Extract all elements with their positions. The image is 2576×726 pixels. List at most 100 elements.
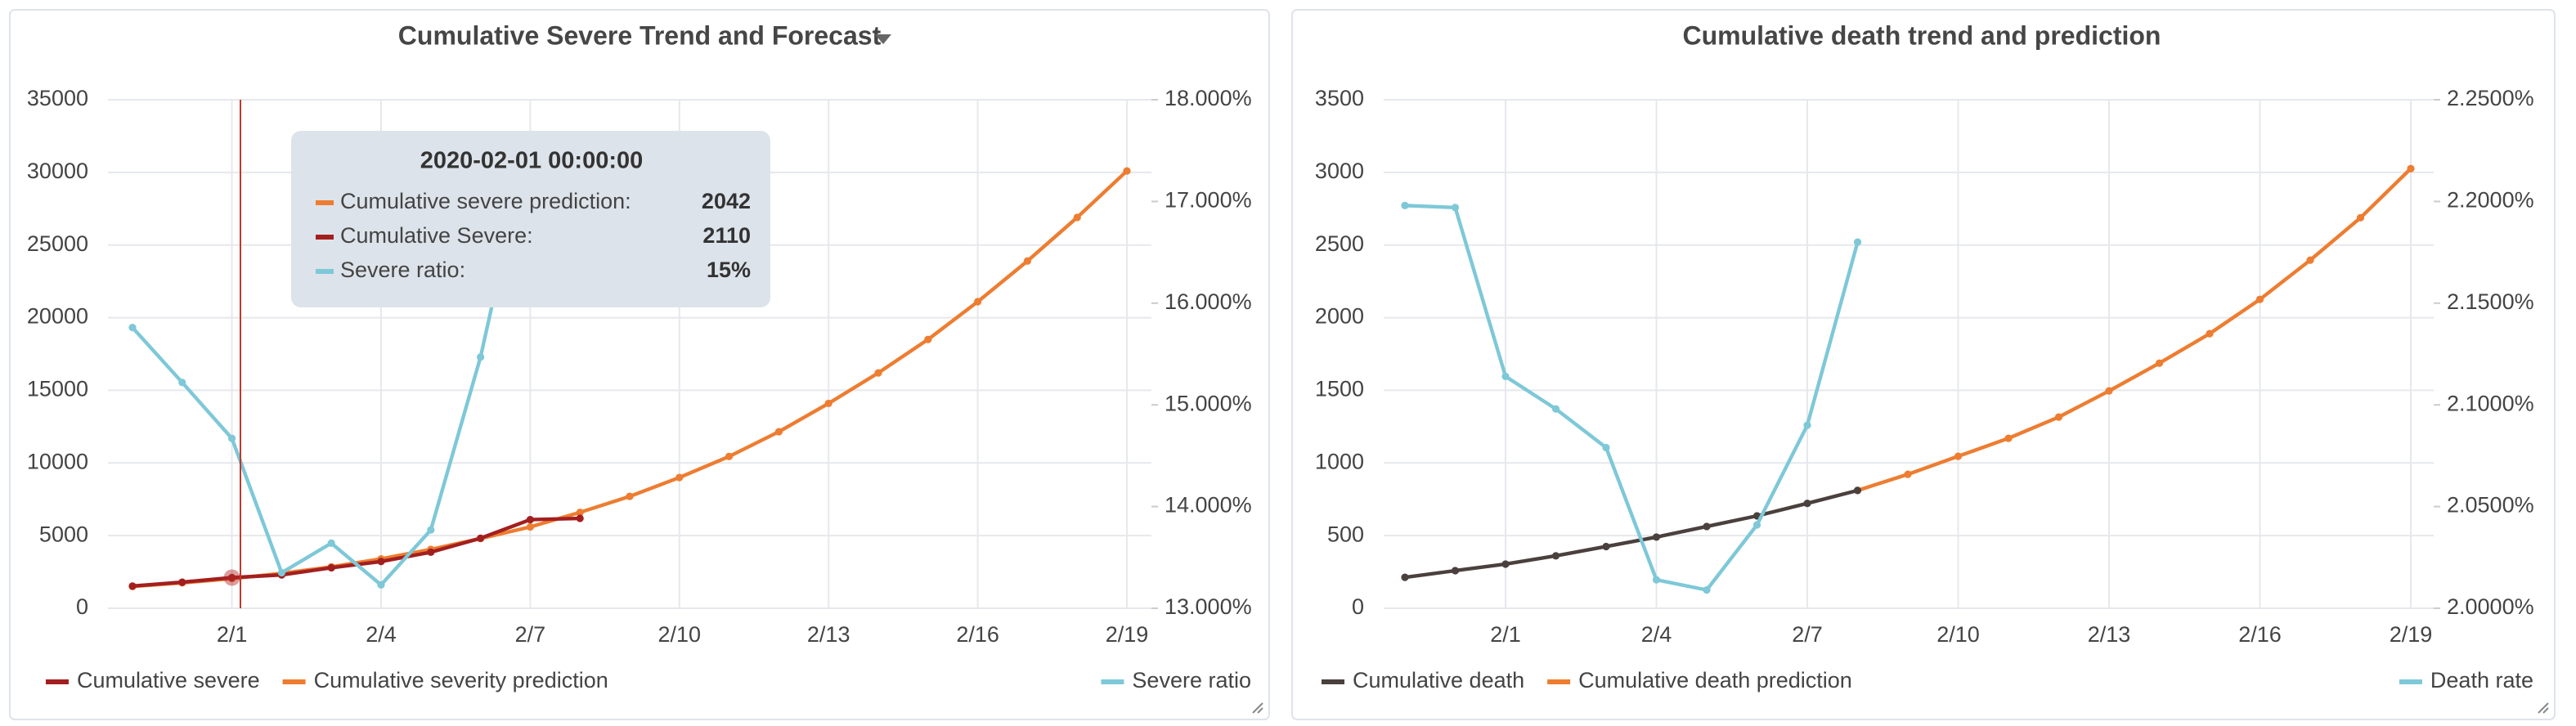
chart-title: Cumulative Severe Trend and Forecast xyxy=(398,20,882,50)
point xyxy=(178,578,186,586)
x-tick-label: 2/7 xyxy=(1792,622,1823,647)
point xyxy=(2407,164,2415,173)
legend-swatch xyxy=(1322,679,1344,684)
x-tick-label: 2/13 xyxy=(2088,622,2131,647)
point xyxy=(277,568,285,577)
point xyxy=(924,335,932,343)
y2-tick-label: 14.000% xyxy=(1165,493,1252,518)
x-tick-label: 2/4 xyxy=(366,622,397,647)
resize-handle[interactable] xyxy=(2538,702,2549,714)
legend-label: Cumulative severe xyxy=(77,668,260,692)
y-tick-label: 35000 xyxy=(27,86,88,110)
y2-tick-label: 13.000% xyxy=(1165,594,1252,619)
point xyxy=(2004,434,2013,442)
point xyxy=(377,558,385,566)
point xyxy=(128,324,137,332)
tooltip-value: 2110 xyxy=(702,223,751,248)
point xyxy=(1451,567,1460,575)
legend-swatch xyxy=(1547,679,1571,684)
tooltip-name: Cumulative severe prediction: xyxy=(340,189,631,213)
tooltip-box xyxy=(291,131,770,307)
x-tick-label: 2/13 xyxy=(807,622,850,647)
chart-title: Cumulative death trend and prediction xyxy=(1683,20,2161,50)
point xyxy=(2206,329,2214,338)
y-tick-label: 30000 xyxy=(27,159,88,183)
point xyxy=(128,582,137,590)
hover-halo xyxy=(223,569,240,586)
y2-tick-label: 2.2000% xyxy=(2447,188,2534,213)
point xyxy=(774,428,783,436)
y-tick-label: 25000 xyxy=(27,231,88,256)
point xyxy=(576,514,584,522)
y-tick-label: 1500 xyxy=(1315,377,1364,401)
panel xyxy=(9,9,1270,720)
point xyxy=(427,548,435,557)
point xyxy=(576,509,584,517)
point xyxy=(675,473,684,482)
point xyxy=(2356,213,2365,222)
point xyxy=(228,434,236,442)
point xyxy=(1551,405,1560,413)
point xyxy=(327,539,335,547)
point xyxy=(1501,372,1510,380)
x-tick-label: 2/19 xyxy=(2390,622,2433,647)
point xyxy=(1752,521,1761,529)
point xyxy=(526,515,535,524)
point xyxy=(377,580,385,589)
dropdown-caret[interactable] xyxy=(875,34,891,44)
resize-handle[interactable] xyxy=(1252,702,1263,714)
point xyxy=(1904,470,1912,478)
point xyxy=(2054,413,2063,421)
legend-label: Cumulative death xyxy=(1353,668,1524,692)
point xyxy=(1401,201,1409,209)
y-tick-label: 20000 xyxy=(27,304,88,329)
panel xyxy=(1291,9,2556,720)
point xyxy=(2105,387,2113,395)
tooltip-swatch xyxy=(316,235,334,240)
tooltip-swatch xyxy=(316,269,334,274)
legend-label: Death rate xyxy=(2430,668,2533,692)
y2-tick-label: 17.000% xyxy=(1165,188,1252,213)
point xyxy=(1853,238,1862,246)
point xyxy=(874,369,882,377)
point xyxy=(1703,586,1711,594)
point xyxy=(178,379,186,387)
y-tick-label: 2000 xyxy=(1315,304,1364,329)
series-line xyxy=(1404,488,1859,580)
point xyxy=(1803,500,1811,508)
point xyxy=(1501,560,1510,568)
legend-label: Cumulative severity prediction xyxy=(314,668,608,692)
x-tick-label: 2/16 xyxy=(2238,622,2282,647)
tooltip-name: Severe ratio: xyxy=(340,258,465,282)
y2-tick-label: 2.1500% xyxy=(2447,289,2534,314)
y-tick-label: 0 xyxy=(76,594,88,619)
x-tick-label: 2/19 xyxy=(1106,622,1149,647)
point xyxy=(1853,486,1862,495)
point xyxy=(526,522,535,531)
y-tick-label: 2500 xyxy=(1315,231,1364,256)
point xyxy=(725,452,734,460)
x-tick-label: 2/1 xyxy=(1490,622,1521,647)
point xyxy=(824,399,832,408)
y2-tick-label: 2.2500% xyxy=(2447,86,2534,110)
point xyxy=(1602,542,1610,551)
y-tick-label: 0 xyxy=(1352,594,1364,619)
point xyxy=(427,526,435,534)
x-tick-label: 2/10 xyxy=(1936,622,1980,647)
point xyxy=(1401,573,1409,581)
point xyxy=(1451,204,1460,212)
x-tick-label: 2/1 xyxy=(217,622,248,647)
point xyxy=(1073,213,1081,222)
point xyxy=(1551,552,1560,560)
point xyxy=(2306,256,2314,264)
y2-tick-label: 15.000% xyxy=(1165,391,1252,415)
y-tick-label: 10000 xyxy=(27,449,88,473)
x-tick-label: 2/16 xyxy=(956,622,999,647)
legend-label: Cumulative death prediction xyxy=(1578,668,1852,692)
series-line xyxy=(1856,167,2412,492)
point xyxy=(1954,452,1963,460)
point xyxy=(477,353,485,361)
point xyxy=(974,298,982,306)
y-tick-label: 5000 xyxy=(39,522,88,546)
